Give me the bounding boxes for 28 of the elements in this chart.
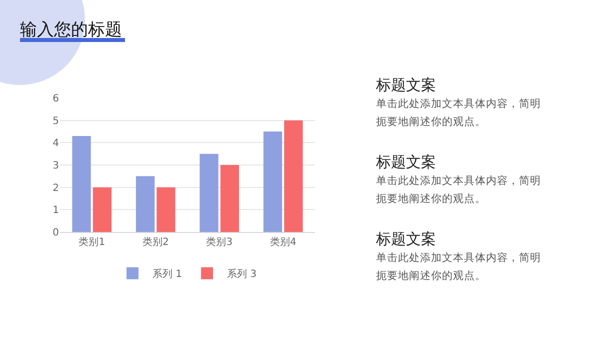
x-tick-label: 类别3 bbox=[206, 236, 233, 248]
bar bbox=[92, 187, 112, 232]
y-tick-label: 2 bbox=[52, 182, 59, 194]
bar bbox=[136, 176, 155, 232]
bar bbox=[156, 187, 176, 232]
x-tick-label: 类别1 bbox=[78, 236, 106, 248]
text: 单击此处添加文本具体内容，简明扼要地阐述你的观点。 bbox=[376, 97, 542, 130]
y-tick-label: 3 bbox=[52, 160, 59, 172]
bar bbox=[200, 154, 218, 232]
text: 标题文案 bbox=[376, 230, 437, 249]
y-tick-label: 1 bbox=[52, 205, 59, 216]
bar bbox=[220, 165, 240, 232]
chart-title: 输入您的标题 bbox=[20, 19, 122, 41]
text: 单击此处添加文本具体内容，简明扼要地阐述你的观点。 bbox=[376, 174, 542, 207]
bar bbox=[263, 132, 282, 232]
y-tick-label: 5 bbox=[52, 116, 59, 127]
text: 标题文案 bbox=[376, 153, 437, 172]
x-tick-label: 类别2 bbox=[142, 236, 169, 248]
x-tick-label: 类别4 bbox=[270, 236, 296, 248]
y-tick-label: 6 bbox=[52, 94, 59, 104]
y-tick-label: 4 bbox=[52, 138, 59, 150]
legend-label: 系列 3 bbox=[227, 268, 257, 280]
bar bbox=[72, 136, 91, 232]
bar bbox=[284, 120, 303, 232]
legend-label: 系列 1 bbox=[152, 268, 182, 280]
text: 标题文案 bbox=[376, 76, 437, 95]
text: 单击此处添加文本具体内容，简明扼要地阐述你的观点。 bbox=[376, 251, 542, 284]
y-tick-label: 0 bbox=[52, 228, 59, 238]
